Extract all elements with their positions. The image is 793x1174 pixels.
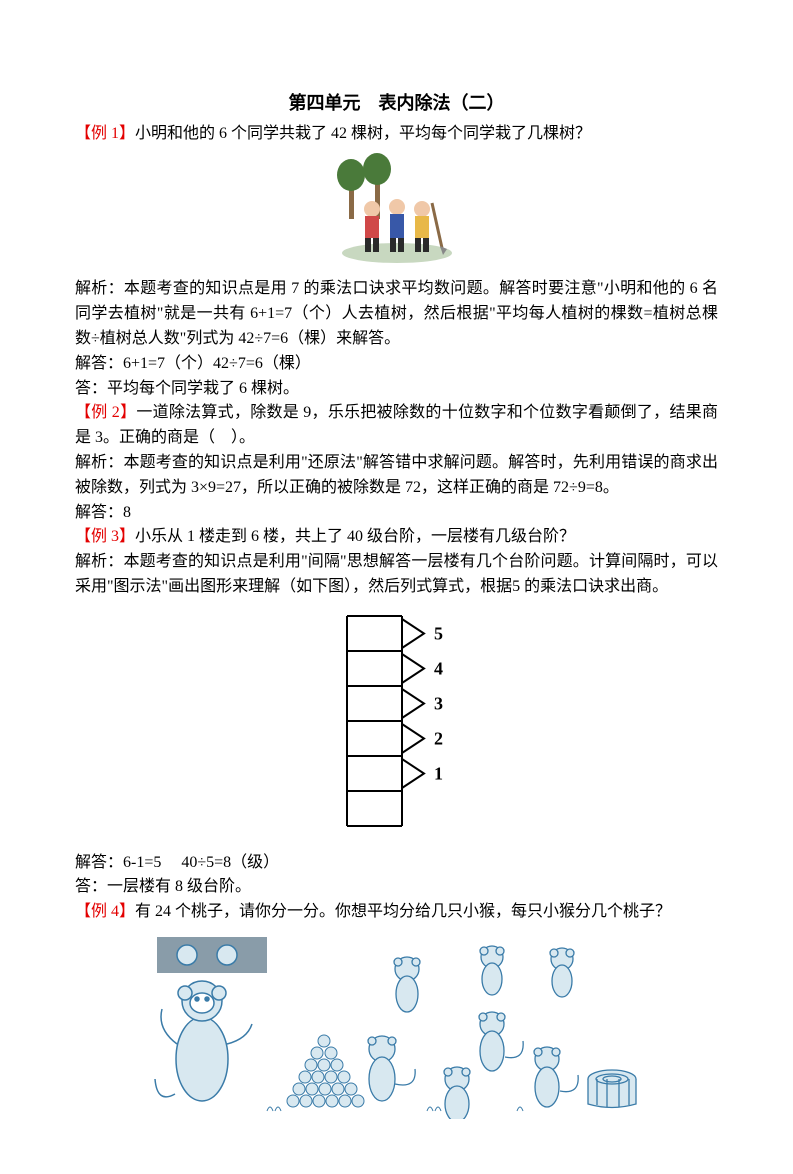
- svg-text:1: 1: [434, 763, 443, 783]
- svg-text:4: 4: [434, 658, 443, 678]
- ex3-stair-diagram: 5 4 3 2 1: [75, 606, 718, 845]
- ex3-analysis: 解析：本题考查的知识点是利用"间隔"思想解答一层楼有几个台阶问题。计算间隔时，可…: [75, 550, 718, 600]
- stair-diagram-icon: 5 4 3 2 1: [307, 606, 487, 836]
- ex2-q-text: 一道除法算式，除数是 9，乐乐把被除数的十位数字和个位数字看颠倒了，结果商是 3…: [75, 404, 718, 446]
- ex1-question: 【例 1】小明和他的 6 个同学共栽了 42 棵树，平均每个同学栽了几棵树？: [75, 122, 718, 147]
- ex3-answer-final: 答：一层楼有 8 级台阶。: [75, 875, 718, 900]
- ex1-label: 【例 1】: [75, 125, 135, 142]
- ex3-q-text: 小乐从 1 楼走到 6 楼，共上了 40 级台阶，一层楼有几级台阶？: [135, 528, 575, 545]
- monkeys-peaches-icon: [147, 929, 647, 1119]
- ex2-analysis: 解析：本题考查的知识点是利用"还原法"解答错中求解问题。解答时，先利用错误的商求…: [75, 451, 718, 501]
- ex4-q-text: 有 24 个桃子，请你分一分。你想平均分给几只小猴，每只小猴分几个桃子？: [135, 903, 671, 920]
- ex2-label: 【例 2】: [75, 404, 136, 421]
- kids-planting-icon: [327, 153, 467, 263]
- ex4-label: 【例 4】: [75, 903, 135, 920]
- ex1-answer-calc: 解答：6+1=7（个）42÷7=6（棵）: [75, 352, 718, 377]
- ex3-question: 【例 3】小乐从 1 楼走到 6 楼，共上了 40 级台阶，一层楼有几级台阶？: [75, 525, 718, 550]
- ex3-answer-calc: 解答：6-1=5 40÷5=8（级）: [75, 851, 718, 876]
- svg-text:2: 2: [434, 728, 443, 748]
- svg-text:3: 3: [434, 693, 443, 713]
- ex2-answer: 解答：8: [75, 501, 718, 526]
- svg-text:5: 5: [434, 623, 443, 643]
- ex1-analysis: 解析：本题考查的知识点是用 7 的乘法口诀求平均数问题。解答时要注意"小明和他的…: [75, 277, 718, 351]
- ex3-label: 【例 3】: [75, 528, 135, 545]
- ex1-answer-final: 答：平均每个同学栽了 6 棵树。: [75, 377, 718, 402]
- unit-title: 第四单元 表内除法（二）: [75, 90, 718, 118]
- page: 第四单元 表内除法（二） 【例 1】小明和他的 6 个同学共栽了 42 棵树，平…: [0, 0, 793, 1174]
- ex4-illustration: [75, 929, 718, 1128]
- ex4-question: 【例 4】有 24 个桃子，请你分一分。你想平均分给几只小猴，每只小猴分几个桃子…: [75, 900, 718, 925]
- ex1-illustration: [75, 153, 718, 272]
- ex1-q-text: 小明和他的 6 个同学共栽了 42 棵树，平均每个同学栽了几棵树？: [135, 125, 591, 142]
- ex2-question: 【例 2】一道除法算式，除数是 9，乐乐把被除数的十位数字和个位数字看颠倒了，结…: [75, 401, 718, 451]
